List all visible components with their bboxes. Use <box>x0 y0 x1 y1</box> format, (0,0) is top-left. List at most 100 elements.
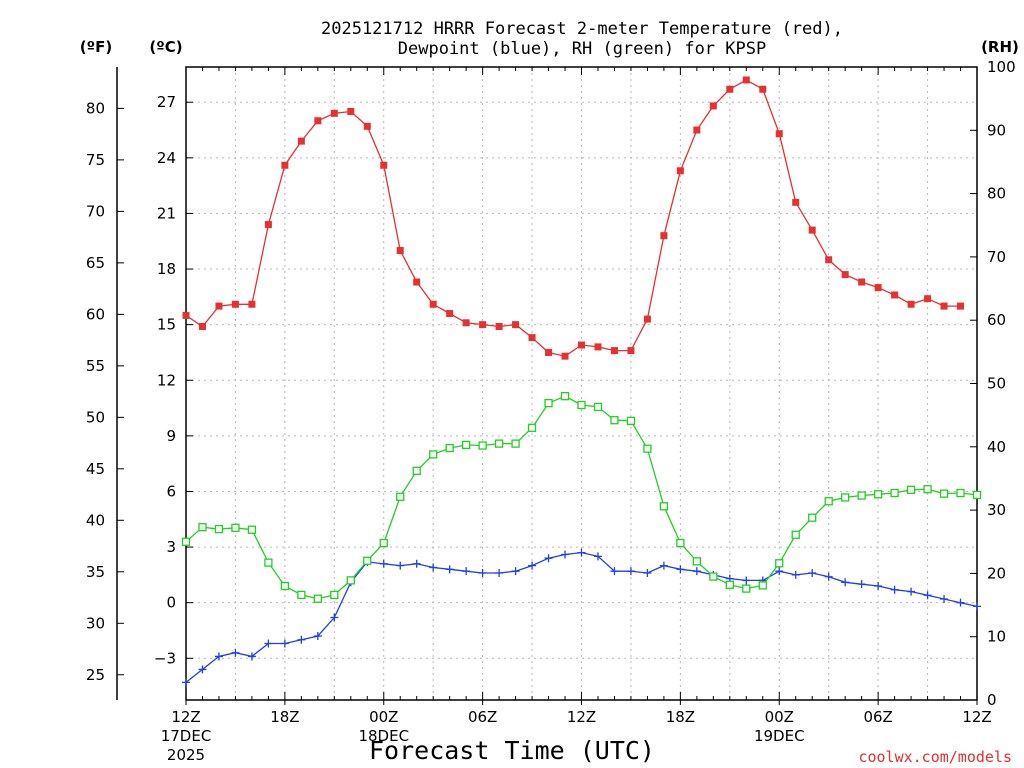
rh-point <box>610 416 619 425</box>
x-tick-label: 18Z <box>666 708 695 726</box>
rh-point <box>297 590 306 600</box>
temperature-point <box>726 85 734 93</box>
temperature-point <box>215 302 223 310</box>
temperature-point <box>643 315 651 323</box>
rh-point <box>725 580 734 589</box>
temperature-point <box>924 295 932 303</box>
temperature-point <box>380 161 388 169</box>
x-tick-date-label: 17DEC <box>161 727 212 745</box>
rh-tick-label: 70 <box>987 248 1006 266</box>
temperature-point <box>693 126 701 134</box>
dewpoint-point <box>874 582 883 591</box>
dewpoint-point <box>561 550 570 559</box>
rh-point <box>956 488 965 498</box>
dewpoint-point <box>297 635 306 644</box>
celsius-tick-label: −3 <box>154 649 176 667</box>
fahrenheit-tick-label: 25 <box>86 666 105 684</box>
rh-tick-label: 10 <box>987 628 1006 646</box>
rh-point <box>494 439 504 448</box>
rh-point <box>824 497 833 506</box>
dewpoint-point <box>610 567 619 576</box>
x-tick-label: 06Z <box>468 708 497 726</box>
rh-point <box>379 538 388 548</box>
plot-frame <box>185 66 978 701</box>
fahrenheit-tick-label: 35 <box>86 563 105 581</box>
temperature-point <box>396 247 404 255</box>
rh-point <box>626 416 636 425</box>
rh-point <box>445 443 454 453</box>
rh-point <box>857 491 866 500</box>
rh-tick-label: 30 <box>987 501 1006 519</box>
rh-point <box>461 440 471 450</box>
rh-point <box>478 441 487 450</box>
temperature-point <box>248 300 256 308</box>
fahrenheit-tick-label: 30 <box>86 614 105 632</box>
celsius-tick-label: 0 <box>166 594 176 612</box>
celsius-axis-unit: (ºC) <box>149 38 182 56</box>
temperature-point <box>231 300 239 308</box>
celsius-tick-label: 3 <box>166 538 176 556</box>
x-tick-date-label: 19DEC <box>754 727 805 745</box>
rh-tick-label: 50 <box>987 375 1006 393</box>
rh-point <box>363 556 372 565</box>
rh-point <box>758 581 767 590</box>
celsius-tick-label: 9 <box>166 427 176 445</box>
temperature-point <box>446 310 454 318</box>
rh-point <box>527 423 537 432</box>
rh-point <box>923 485 932 494</box>
dewpoint-point <box>528 561 537 570</box>
dewpoint-point <box>742 576 751 585</box>
rh-point <box>429 450 438 459</box>
rh-point <box>972 490 982 500</box>
rh-point <box>692 557 702 566</box>
temperature-point <box>462 319 470 327</box>
x-tick-label: 12Z <box>962 708 991 726</box>
dewpoint-point <box>445 565 454 574</box>
temperature-point <box>479 321 487 329</box>
rh-point <box>396 492 405 501</box>
dewpoint-point <box>659 561 668 570</box>
temperature-point <box>891 291 899 299</box>
axes <box>116 66 978 705</box>
dewpoint-point <box>775 567 784 576</box>
x-tick-label: 06Z <box>863 708 892 726</box>
rh-tick-label: 60 <box>987 311 1006 329</box>
fahrenheit-tick-label: 50 <box>86 408 105 426</box>
rh-point <box>791 530 800 539</box>
dewpoint-point <box>841 578 850 587</box>
dewpoint-point <box>231 648 240 657</box>
x-tick-label: 00Z <box>369 708 398 726</box>
rh-tick-label: 20 <box>987 564 1006 582</box>
dewpoint-point <box>429 563 438 572</box>
dewpoint-point <box>890 585 899 594</box>
dewpoint-point <box>330 613 339 622</box>
chart-title: 2025121712 HRRR Forecast 2-meter Tempera… <box>321 19 843 59</box>
dewpoint-point <box>940 594 949 603</box>
rh-point <box>890 488 899 498</box>
rh-point <box>808 513 817 522</box>
celsius-tick-label: 6 <box>166 482 176 500</box>
temperature-point <box>874 284 882 292</box>
rh-point <box>593 402 603 412</box>
dewpoint-point <box>791 570 800 579</box>
dewpoint-point <box>593 552 602 561</box>
gridlines <box>186 67 977 700</box>
temperature-point <box>792 198 800 206</box>
temperature-point <box>808 226 816 234</box>
dewpoint-point <box>973 602 981 611</box>
dewpoint-point <box>907 587 916 596</box>
rh-axis-unit: (RH) <box>981 38 1019 56</box>
rh-tick-label: 80 <box>987 185 1006 203</box>
temperature-point <box>495 323 503 331</box>
temperature-point <box>429 300 437 308</box>
rh-point <box>906 485 916 494</box>
fahrenheit-axis-unit: (ºF) <box>80 38 112 56</box>
celsius-tick-label: 21 <box>157 204 176 222</box>
temperature-point <box>347 107 355 115</box>
temperature-point <box>198 323 206 331</box>
dewpoint-point <box>379 559 388 568</box>
data-series <box>181 76 982 687</box>
celsius-tick-label: 12 <box>157 371 176 389</box>
temperature-point <box>759 85 767 93</box>
rh-point <box>676 538 685 548</box>
